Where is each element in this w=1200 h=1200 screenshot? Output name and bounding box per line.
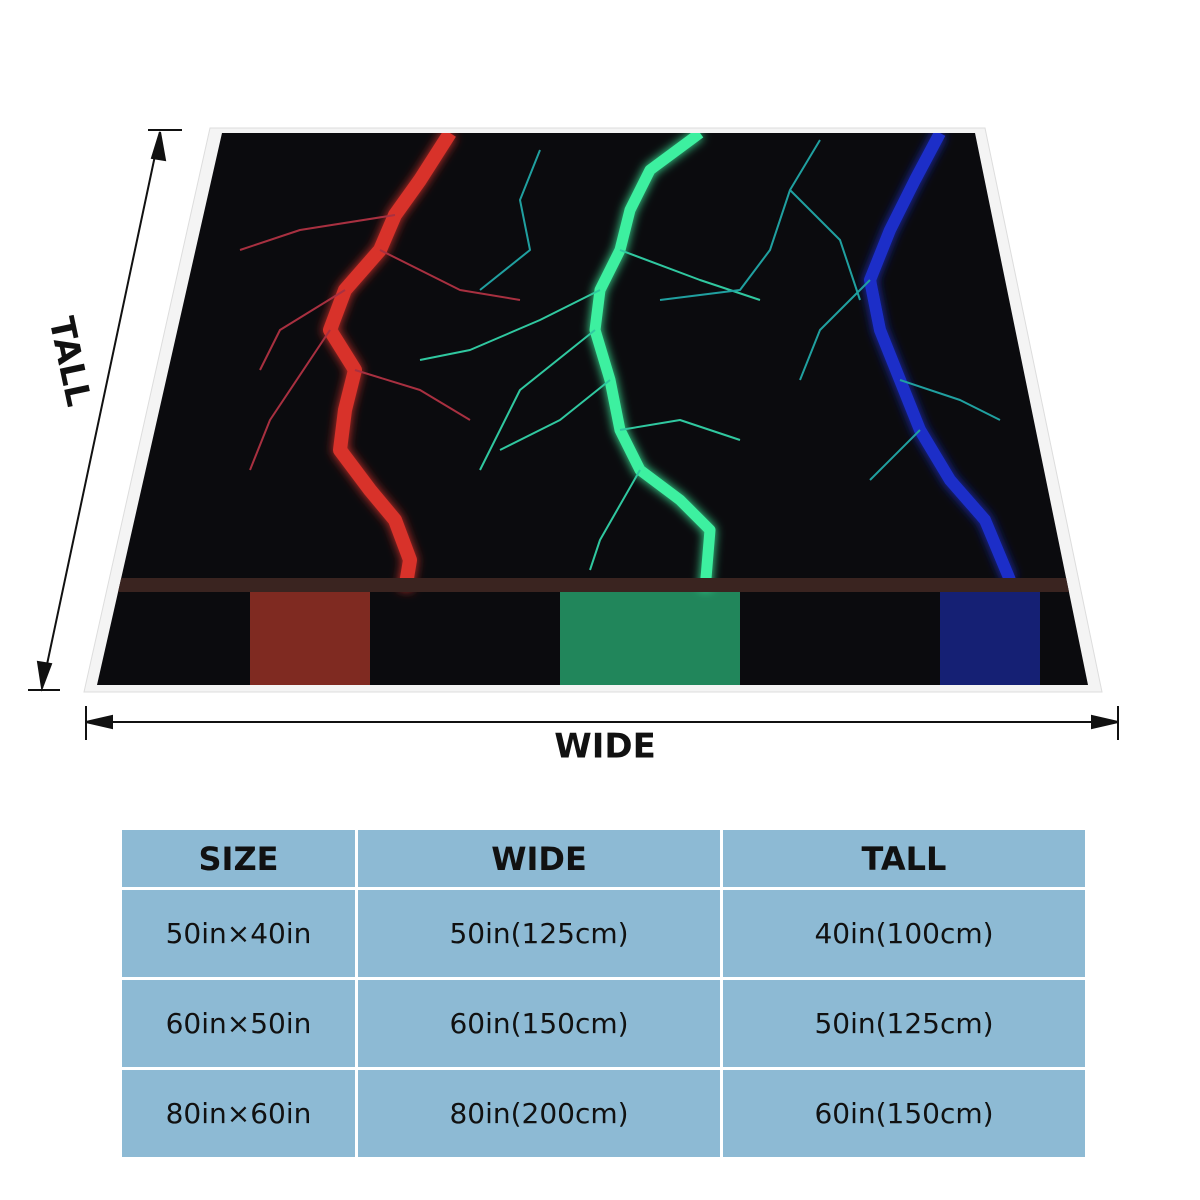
wide-label: WIDE: [554, 727, 656, 767]
blanket: [97, 133, 1088, 685]
wide-arrow: [85, 706, 1119, 740]
cell: 60in(150cm): [723, 1070, 1085, 1157]
row: 60in×50in 60in(150cm) 50in(125cm): [122, 980, 1085, 1067]
header-cell: SIZE: [122, 830, 355, 887]
cell: 50in(125cm): [358, 890, 720, 977]
cell: 80in×60in: [122, 1070, 355, 1157]
tall-label: TALL: [41, 313, 99, 410]
row: 80in×60in 80in(200cm) 60in(150cm): [122, 1070, 1085, 1157]
header-cell: TALL: [723, 830, 1085, 887]
cell: 50in(125cm): [723, 980, 1085, 1067]
row: 50in×40in 50in(125cm) 40in(100cm): [122, 890, 1085, 977]
blanket-diagram: TALL WIDE: [28, 127, 1119, 767]
cell: 50in×40in: [122, 890, 355, 977]
cell: 60in×50in: [122, 980, 355, 1067]
size-table: SIZE WIDE TALL 50in×40in 50in(125cm) 40i…: [119, 827, 1088, 1160]
cell: 60in(150cm): [358, 980, 720, 1067]
cell: 80in(200cm): [358, 1070, 720, 1157]
cell: 40in(100cm): [723, 890, 1085, 977]
tall-arrow: [28, 129, 182, 692]
lightning-art: [100, 133, 1088, 685]
header-cell: WIDE: [358, 830, 720, 887]
header-row: SIZE WIDE TALL: [122, 830, 1085, 887]
